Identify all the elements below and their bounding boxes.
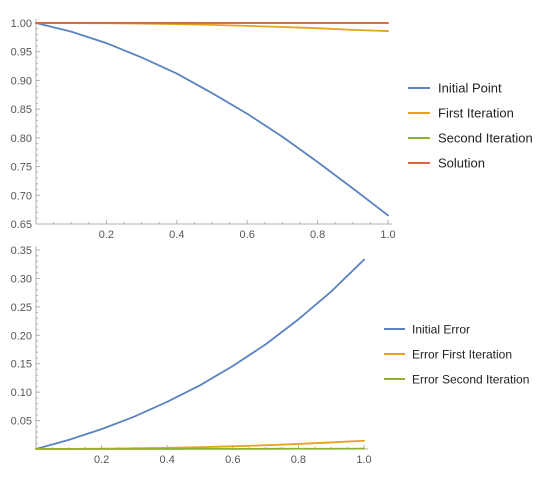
- y-tick-label: 0.05: [11, 416, 32, 428]
- legend-label: Second Iteration: [438, 131, 533, 146]
- x-tick-label: 0.8: [291, 454, 306, 466]
- x-tick-label: 1.0: [380, 229, 395, 241]
- series-line-initial-error: [35, 258, 365, 450]
- y-tick-label: 0.65: [11, 219, 32, 231]
- y-tick-label: 0.15: [11, 359, 32, 371]
- bottom-chart-legend: Initial Error Error First Iteration Error …: [384, 323, 529, 387]
- x-tick-label: 0.2: [99, 229, 114, 241]
- series-line-initial-point: [35, 22, 389, 217]
- top-chart: 0.2 0.4 0.6 0.8 1.0 0.65 0.70 0.75 0.80 0.85 0.90 0…: [11, 18, 396, 241]
- x-tick-label: 0.6: [225, 454, 240, 466]
- legend-label: Initial Point: [438, 81, 502, 96]
- y-tick-label: 0.30: [11, 273, 32, 285]
- y-tick-label: 0.95: [11, 47, 32, 59]
- y-tick-label: 0.90: [11, 75, 32, 87]
- y-tick-label: 0.70: [11, 190, 32, 202]
- y-tick-label: 0.75: [11, 162, 32, 174]
- x-tick-label: 0.4: [160, 454, 175, 466]
- series-line-first-iteration: [35, 22, 389, 32]
- x-tick-label: 0.8: [310, 229, 325, 241]
- bottom-chart: 0.2 0.4 0.6 0.8 1.0 0.05 0.10 0.15 0.20 0.25 0.30 0…: [11, 245, 372, 466]
- x-tick-label: 0.6: [240, 229, 255, 241]
- legend-label: Error First Iteration: [412, 348, 512, 362]
- legend-label: Solution: [438, 156, 485, 171]
- y-tick-label: 0.25: [11, 302, 32, 314]
- x-tick-label: 0.4: [169, 229, 184, 241]
- y-tick-label: 0.20: [11, 330, 32, 342]
- legend-label: First Iteration: [438, 106, 514, 121]
- y-tick-label: 0.85: [11, 104, 32, 116]
- y-tick-label: 0.35: [11, 245, 32, 257]
- legend-label: Error Second Iteration: [412, 373, 529, 387]
- y-tick-label: 0.80: [11, 133, 32, 145]
- x-tick-label: 1.0: [356, 454, 371, 466]
- y-tick-label: 1.00: [11, 18, 32, 30]
- top-chart-legend: Initial Point First Iteration Second Itera…: [408, 81, 533, 171]
- legend-label: Initial Error: [412, 323, 470, 337]
- x-tick-label: 0.2: [94, 454, 109, 466]
- y-tick-label: 0.10: [11, 387, 32, 399]
